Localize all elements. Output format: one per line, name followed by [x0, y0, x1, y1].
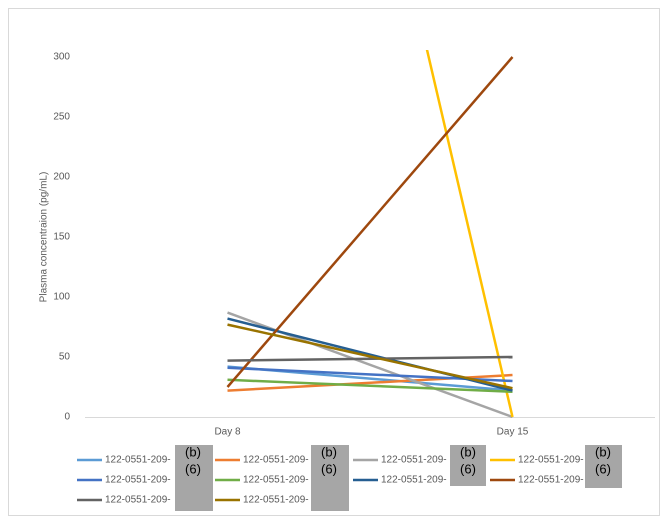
y-tick-label: 0: [64, 412, 70, 423]
legend-label: 122-0551-209-: [105, 475, 171, 486]
redaction-label: (b): [321, 444, 337, 459]
redaction-label: (b): [595, 444, 611, 459]
x-tick-label: Day 15: [497, 427, 529, 438]
legend-label: 122-0551-209-: [105, 455, 171, 466]
redaction-box: [450, 445, 486, 486]
legend-label: 122-0551-209-: [518, 475, 584, 486]
y-tick-label: 100: [53, 292, 70, 303]
legend-label: 122-0551-209-: [518, 455, 584, 466]
redaction-box: [585, 445, 622, 488]
legend-label: 122-0551-209-: [381, 475, 447, 486]
redaction-label: (6): [185, 461, 201, 476]
series-line: [227, 323, 513, 390]
redaction-label: (6): [460, 461, 476, 476]
x-tick-label: Day 8: [214, 427, 241, 438]
legend-label: 122-0551-209-: [243, 455, 309, 466]
series-line: [226, 56, 514, 388]
legend-label: 122-0551-209-: [381, 455, 447, 466]
y-tick-label: 150: [53, 232, 70, 243]
y-tick-label: 300: [53, 52, 70, 63]
series-line: [227, 378, 513, 394]
y-axis-label: Plasma concentraion (pg/mL): [39, 172, 50, 303]
redaction-label: (6): [595, 461, 611, 476]
y-tick-label: 250: [53, 112, 70, 123]
redaction-box: [175, 445, 213, 511]
legend-label: 122-0551-209-: [243, 475, 309, 486]
redaction-label: (6): [321, 461, 337, 476]
redaction-label: (b): [185, 444, 201, 459]
series-line: [425, 50, 514, 418]
y-tick-label: 200: [53, 172, 70, 183]
series-line: [227, 355, 513, 362]
redaction-box: [311, 445, 349, 511]
redaction-label: (b): [460, 444, 476, 459]
legend-label: 122-0551-209-: [105, 495, 171, 506]
legend-label: 122-0551-209-: [243, 495, 309, 506]
y-tick-label: 50: [59, 352, 71, 363]
